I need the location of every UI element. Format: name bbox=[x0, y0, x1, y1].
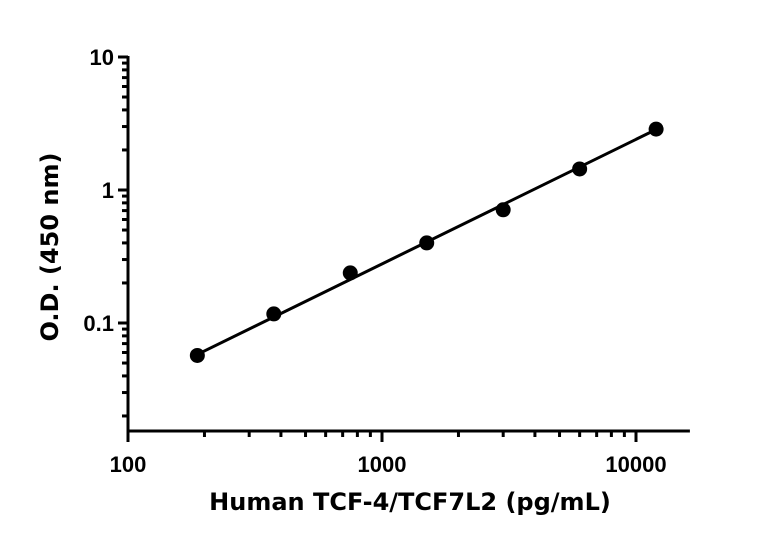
x-axis: 100 1000 10000 bbox=[110, 429, 690, 477]
data-point bbox=[648, 121, 664, 137]
y-tick-label: 1 bbox=[102, 178, 114, 203]
y-tick-label: 0.1 bbox=[83, 311, 114, 336]
data-point bbox=[495, 202, 511, 218]
y-tick-label: 10 bbox=[90, 45, 114, 70]
data-point bbox=[342, 265, 358, 281]
x-axis-title: Human TCF-4/TCF7L2 (pg/mL) bbox=[209, 488, 611, 516]
data-point bbox=[266, 306, 282, 322]
x-tick-label: 100 bbox=[110, 452, 147, 477]
x-tick-label: 1000 bbox=[358, 452, 407, 477]
y-axis: 0.1 1 10 bbox=[83, 45, 130, 442]
data-point bbox=[419, 235, 435, 251]
data-point bbox=[189, 347, 205, 363]
data-point bbox=[572, 161, 588, 177]
x-tick-label: 10000 bbox=[605, 452, 666, 477]
y-axis-title: O.D. (450 nm) bbox=[36, 153, 64, 342]
data-points bbox=[189, 121, 664, 363]
